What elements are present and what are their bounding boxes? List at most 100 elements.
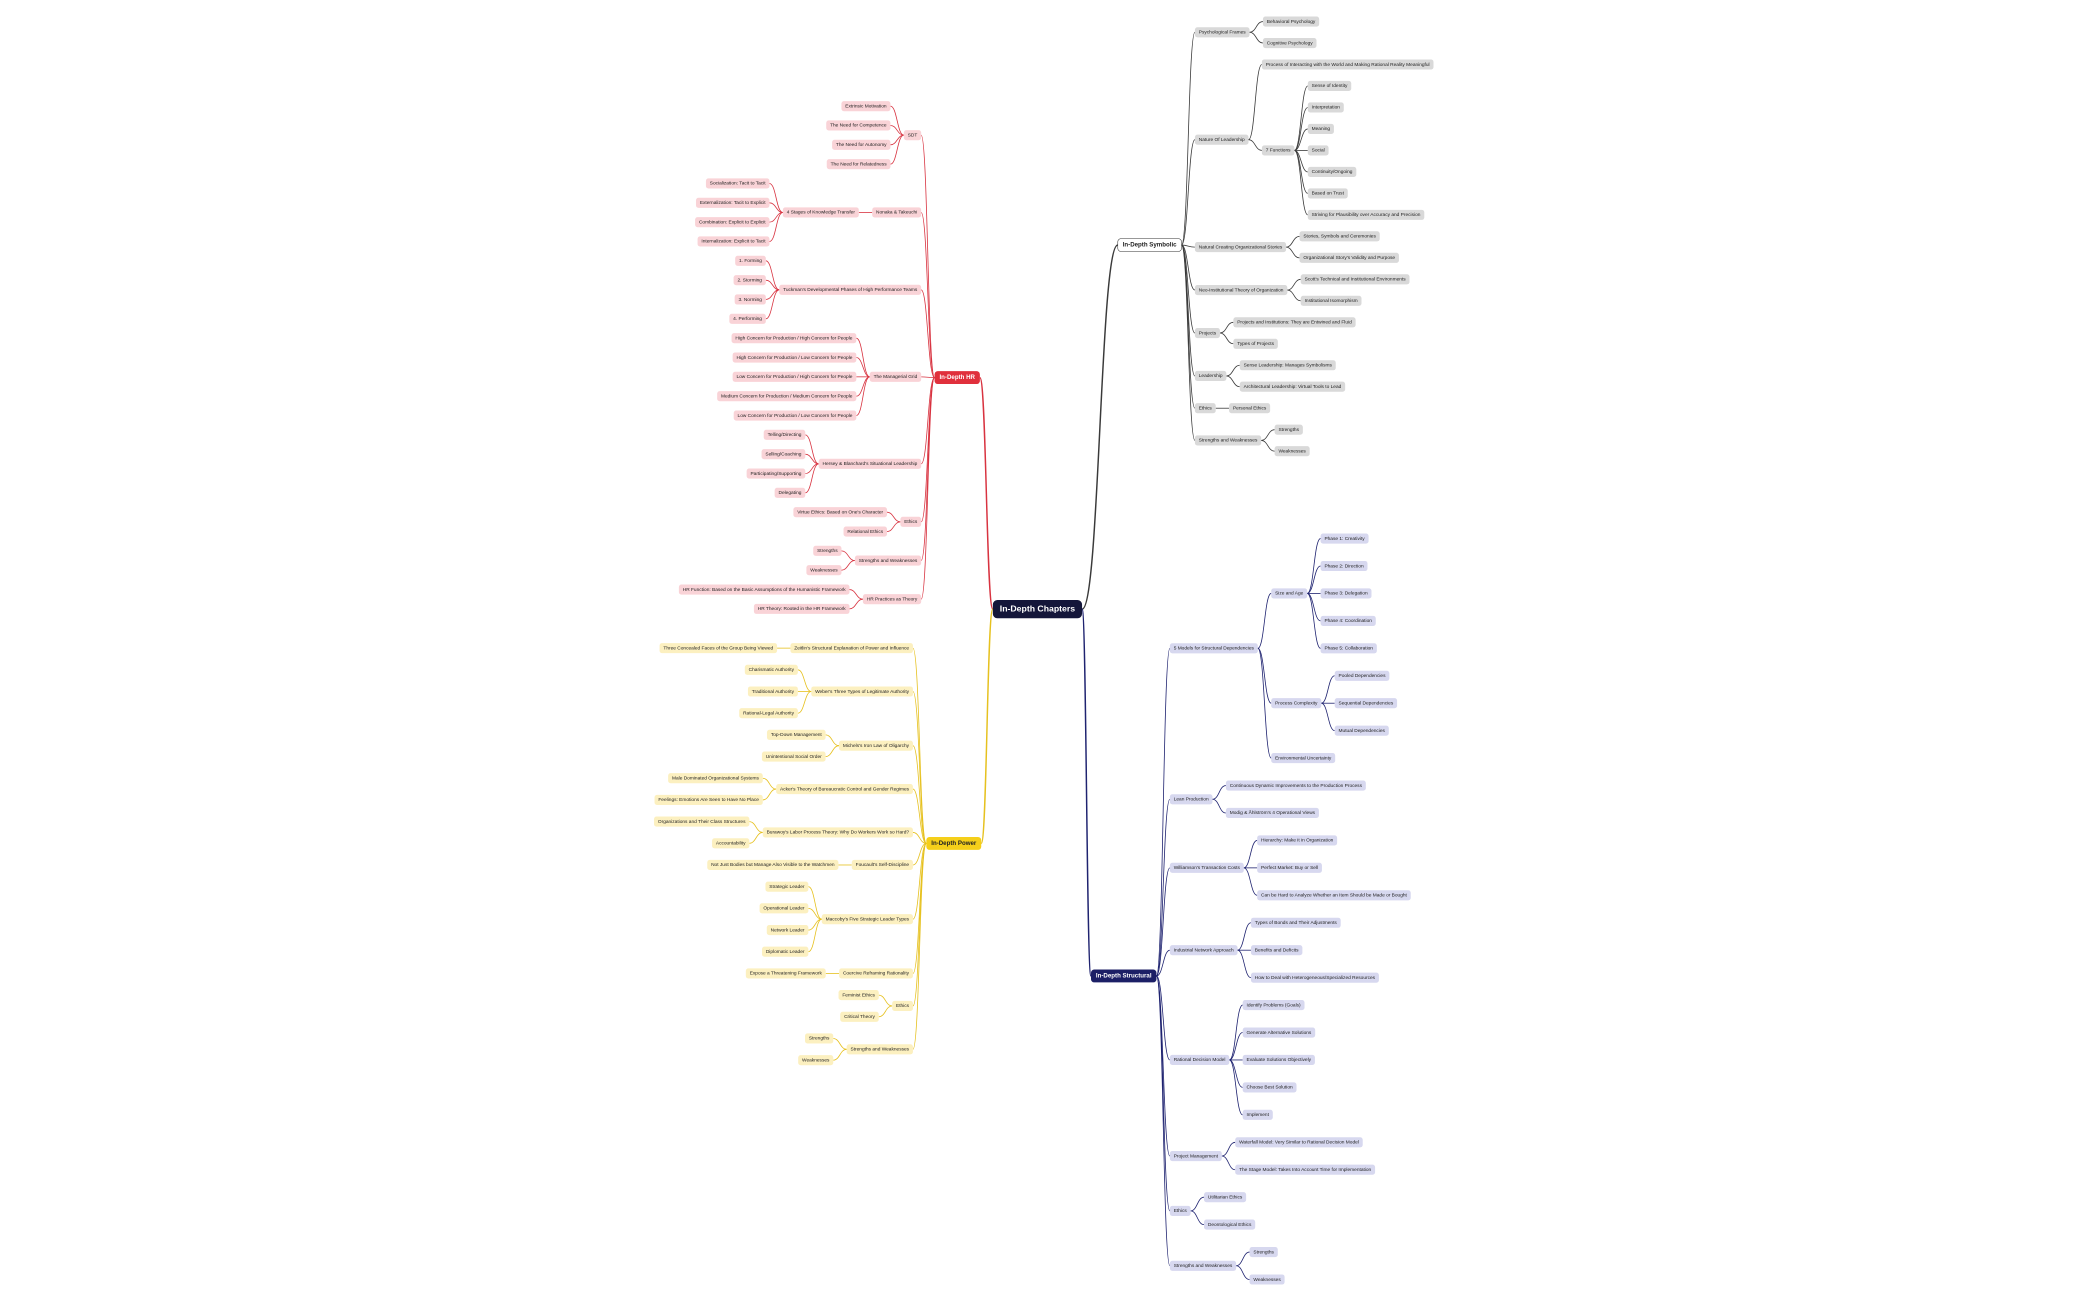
- node-label: HR Practices as Theory: [867, 596, 918, 602]
- node: [707, 859, 839, 871]
- node: [826, 159, 891, 170]
- node: [1242, 1054, 1315, 1066]
- connector: [1228, 1059, 1244, 1116]
- node: [717, 391, 857, 402]
- node-label: Tuckman's Developmental Phases of High P…: [783, 287, 918, 293]
- node: [1257, 862, 1322, 873]
- connector: [1294, 128, 1308, 151]
- connector: [1219, 332, 1234, 345]
- node-label: Weaknesses: [802, 1057, 830, 1063]
- node: [813, 545, 842, 556]
- node-label: Selling/Coaching: [765, 451, 801, 457]
- node: [1194, 27, 1250, 38]
- node: [659, 643, 778, 654]
- node-label: Michels's Iron Law of Oligarchy: [843, 743, 910, 749]
- node: [766, 729, 826, 740]
- connector: [890, 105, 905, 136]
- node-label: Burawoy's Labor Process Theory: Why Do W…: [767, 830, 910, 836]
- node-label: Feminist Ethics: [842, 992, 875, 998]
- connector: [808, 907, 822, 920]
- node-label: Stories, Symbols and Ceremonies: [1303, 234, 1376, 240]
- node-label: Traditional Authority: [752, 689, 795, 695]
- node-label: Social: [1312, 148, 1325, 154]
- node-label: Network Leader: [771, 927, 805, 933]
- connector: [1156, 867, 1171, 977]
- node: [1307, 102, 1344, 113]
- connector: [1229, 1032, 1243, 1061]
- node-label: Behavioral Psychology: [1267, 19, 1316, 25]
- connector: [980, 608, 994, 845]
- node-label: Strategic Leader: [769, 884, 805, 890]
- node-label: Implement: [1247, 1112, 1270, 1118]
- node-label: Striving for Plausibility over Accuracy …: [1312, 212, 1421, 218]
- node-label: Sense Leadership: Manages Symbolisms: [1244, 363, 1333, 369]
- connector: [920, 289, 935, 378]
- node-label: Utilitarian Ethics: [1208, 1194, 1243, 1200]
- connector: [765, 279, 780, 291]
- node-label: Medium Concern for Production / Medium C…: [721, 393, 853, 399]
- node: [1334, 670, 1390, 681]
- node-label: Ethics: [904, 519, 918, 525]
- node: [1274, 446, 1310, 457]
- connector: [797, 691, 812, 714]
- node: [900, 516, 922, 527]
- node: [1257, 835, 1338, 846]
- node-label: Continuity/Ongoing: [1312, 169, 1353, 175]
- node: [838, 990, 879, 1001]
- node-label: Continuous Dynamic Improvements to the P…: [1230, 783, 1363, 789]
- connector: [912, 832, 927, 844]
- node-label: Hierarchy: Make it in Organization: [1261, 838, 1334, 844]
- node: [1274, 424, 1303, 435]
- node: [1169, 1205, 1191, 1216]
- connector: [979, 376, 994, 610]
- connector: [1248, 139, 1262, 151]
- connector: [1181, 244, 1195, 248]
- node: [654, 794, 763, 805]
- connector: [912, 843, 927, 866]
- node-label: The Need for Autonomy: [836, 142, 887, 148]
- connectors: [749, 21, 1335, 1280]
- node-label: SDT: [908, 132, 918, 138]
- node: [735, 255, 766, 266]
- node: [1250, 972, 1379, 983]
- connector: [890, 125, 904, 136]
- node: [733, 275, 766, 286]
- node-label: Organizational Story's Validity and Purp…: [1303, 255, 1395, 261]
- connector: [749, 821, 763, 833]
- connector: [856, 376, 870, 397]
- node-label: Generate Alternative Solutions: [1247, 1030, 1312, 1036]
- node: [1242, 1027, 1316, 1038]
- connector: [921, 376, 935, 378]
- node-label: Feelings: Emotions Are Seen to Have No P…: [658, 797, 759, 803]
- node: [731, 333, 857, 344]
- connector: [886, 511, 901, 523]
- node-label: Architectural Leadership: Virtual Tools …: [1244, 384, 1342, 390]
- node-label: Male Dominated Organizational Systems: [672, 776, 760, 782]
- node-label: Acker's Theory of Bureaucratic Control a…: [780, 786, 910, 792]
- node: [1250, 945, 1303, 956]
- connector: [1212, 785, 1226, 800]
- node-label: Scott's Technical and Institutional Envi…: [1305, 277, 1407, 283]
- node-label: Delegating: [778, 490, 801, 496]
- node-label: Waterfall Model: Very Similar to Rationa…: [1239, 1140, 1359, 1146]
- node-label: In-Depth Symbolic: [1123, 242, 1177, 249]
- node-label: Top-Down Management: [771, 732, 823, 738]
- node-label: Interpretation: [1312, 105, 1341, 111]
- node: [1225, 780, 1366, 791]
- connector: [765, 260, 780, 291]
- node-label: Projects and Institutions: They are Entw…: [1237, 320, 1352, 326]
- node: [841, 101, 891, 112]
- connector: [1294, 107, 1309, 151]
- node: [1225, 807, 1319, 819]
- connector: [1321, 675, 1335, 704]
- connector: [769, 202, 783, 213]
- node: [1334, 725, 1389, 736]
- node: [843, 526, 887, 537]
- node-label: Institutional Isomorphism: [1305, 298, 1358, 304]
- node-label: The Managerial Grid: [874, 374, 918, 380]
- node: [695, 197, 770, 208]
- node-label: Combination: Explicit to Explicit: [699, 219, 766, 225]
- connector: [1081, 244, 1119, 610]
- node: [1194, 370, 1227, 382]
